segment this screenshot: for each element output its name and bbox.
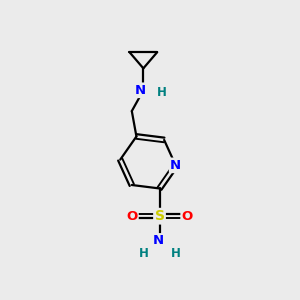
Text: S: S	[154, 209, 164, 223]
Text: N: N	[170, 159, 181, 172]
Text: O: O	[182, 210, 193, 223]
Text: H: H	[171, 247, 181, 260]
Text: H: H	[157, 86, 167, 99]
Text: N: N	[134, 84, 146, 97]
Text: O: O	[126, 210, 137, 223]
Text: H: H	[138, 247, 148, 260]
Text: N: N	[153, 234, 164, 248]
